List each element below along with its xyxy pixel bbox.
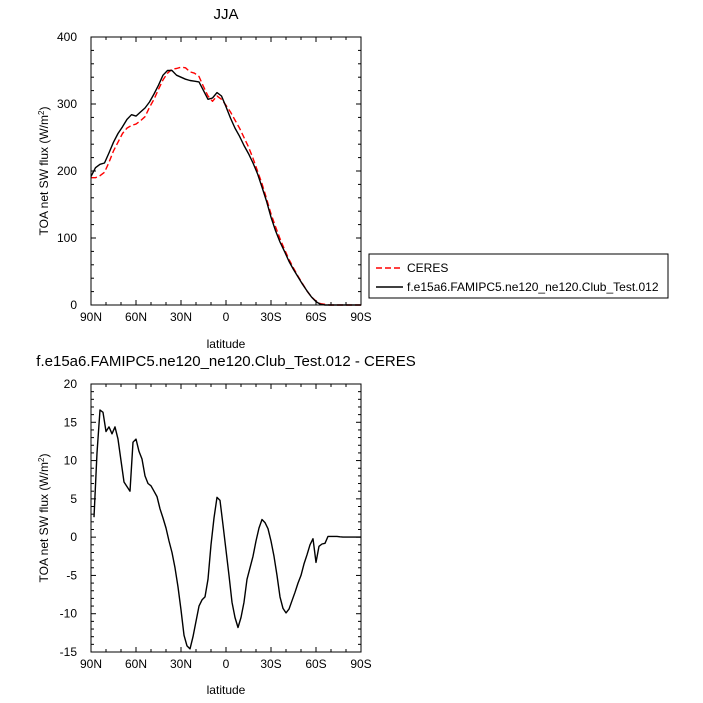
chart-top-axes: 90N 60N 30N 0 30S 60S 90S 0 100 200 300 400 [57, 30, 372, 324]
chart-top-series [90, 66, 361, 306]
chart-top-plot-frame [90, 36, 362, 306]
chart-bottom-axes: 90N 60N 30N 0 30S 60S 90S -15 -10 -5 0 5 10 15 20 [60, 377, 372, 671]
chart-bottom-xtick-label: 60N [125, 657, 147, 671]
chart-bottom-xtick-label: 0 [223, 657, 230, 671]
chart-bottom-series-line-0 [93, 409, 361, 650]
chart-bottom-ytick-label: -10 [60, 607, 78, 621]
chart-top-legend: CERES f.e15a6.FAMIPC5.ne120_ne120.Club_T… [368, 253, 669, 299]
legend-box [368, 253, 669, 299]
chart-top-series-line-1 [90, 69, 361, 306]
chart-top-xtick-label: 30N [170, 310, 192, 324]
chart-bottom-ytick-label: 5 [70, 492, 77, 506]
chart-bottom-ytick-label: -15 [60, 645, 78, 659]
chart-top-xtick-label: 90N [80, 310, 102, 324]
chart-top-ylabel-sup: 2 [37, 110, 46, 115]
chart-top-ylabel-end: ) [37, 107, 51, 111]
chart-bottom-ylabel-sup: 2 [37, 457, 46, 462]
chart-bottom-ytick-label: -5 [66, 568, 77, 582]
chart-bottom: f.e15a6.FAMIPC5.ne120_ne120.Club_Test.01… [36, 353, 415, 697]
chart-top-ytick-label: 0 [70, 298, 77, 312]
chart-bottom-xlabel: latitude [207, 683, 246, 697]
chart-bottom-series [93, 409, 361, 650]
chart-top-xtick-label: 30S [260, 310, 281, 324]
chart-bottom-ytick-label: 20 [64, 377, 78, 391]
chart-top-ylabel: TOA net SW flux (W/m2) [37, 107, 51, 236]
chart-top: JJA 90N 60N 30N 0 30S 60S 90S 0 100 200 300 400 lat… [37, 6, 669, 351]
chart-top-xtick-label: 60N [125, 310, 147, 324]
chart-top-xtick-label: 60S [305, 310, 326, 324]
chart-top-ytick-label: 200 [57, 164, 77, 178]
chart-bottom-xtick-label: 60S [305, 657, 326, 671]
chart-top-ytick-label: 100 [57, 231, 77, 245]
chart-bottom-xtick-label: 90S [350, 657, 371, 671]
chart-bottom-xtick-label: 30N [170, 657, 192, 671]
chart-bottom-title: f.e15a6.FAMIPC5.ne120_ne120.Club_Test.01… [36, 353, 415, 370]
chart-bottom-ytick-label: 10 [64, 454, 78, 468]
chart-bottom-ylabel-main: TOA net SW flux (W/m [37, 462, 51, 582]
legend-label-ceres: CERES [407, 261, 448, 275]
chart-bottom-ylabel: TOA net SW flux (W/m2) [37, 454, 51, 583]
chart-bottom-xtick-label: 90N [80, 657, 102, 671]
legend-label-model: f.e15a6.FAMIPC5.ne120_ne120.Club_Test.01… [407, 280, 659, 294]
chart-bottom-ylabel-end: ) [37, 454, 51, 458]
chart-top-xlabel: latitude [207, 337, 246, 351]
chart-top-title: JJA [213, 6, 238, 23]
chart-top-series-line-0 [91, 66, 361, 306]
chart-top-ytick-label: 400 [57, 30, 77, 44]
chart-bottom-ytick-label: 15 [64, 415, 78, 429]
chart-bottom-xtick-label: 30S [260, 657, 281, 671]
chart-top-xtick-label: 0 [223, 310, 230, 324]
chart-top-ytick-label: 300 [57, 97, 77, 111]
chart-bottom-ytick-label: 0 [70, 530, 77, 544]
chart-top-ylabel-main: TOA net SW flux (W/m [37, 115, 51, 235]
chart-top-xtick-label: 90S [350, 310, 371, 324]
chart-bottom-plot-frame [90, 383, 362, 653]
